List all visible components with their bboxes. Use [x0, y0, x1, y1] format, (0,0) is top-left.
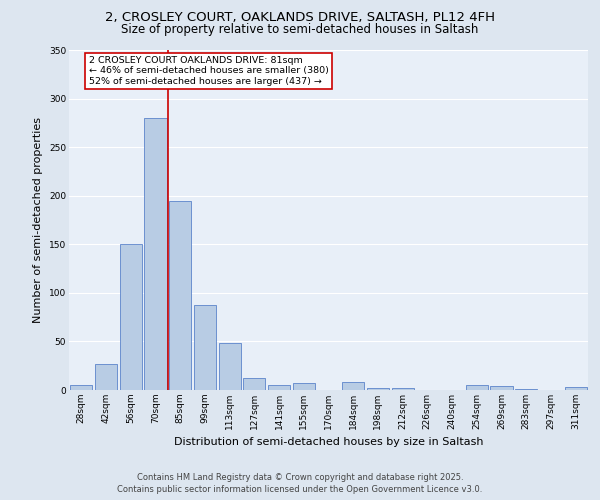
- Bar: [268, 385, 290, 390]
- Bar: [119, 244, 142, 390]
- X-axis label: Distribution of semi-detached houses by size in Saltash: Distribution of semi-detached houses by …: [174, 438, 483, 448]
- Bar: [392, 388, 414, 390]
- Bar: [218, 344, 241, 390]
- Text: 2, CROSLEY COURT, OAKLANDS DRIVE, SALTASH, PL12 4FH: 2, CROSLEY COURT, OAKLANDS DRIVE, SALTAS…: [105, 11, 495, 24]
- Bar: [95, 364, 117, 390]
- Bar: [70, 385, 92, 390]
- Bar: [466, 385, 488, 390]
- Bar: [367, 388, 389, 390]
- Text: Size of property relative to semi-detached houses in Saltash: Size of property relative to semi-detach…: [121, 22, 479, 36]
- Bar: [293, 383, 315, 390]
- Bar: [565, 387, 587, 390]
- Bar: [515, 389, 538, 390]
- Bar: [342, 382, 364, 390]
- Text: Contains HM Land Registry data © Crown copyright and database right 2025.
Contai: Contains HM Land Registry data © Crown c…: [118, 472, 482, 494]
- Bar: [490, 386, 512, 390]
- Bar: [194, 306, 216, 390]
- Text: 2 CROSLEY COURT OAKLANDS DRIVE: 81sqm
← 46% of semi-detached houses are smaller : 2 CROSLEY COURT OAKLANDS DRIVE: 81sqm ← …: [89, 56, 329, 86]
- Y-axis label: Number of semi-detached properties: Number of semi-detached properties: [34, 117, 43, 323]
- Bar: [243, 378, 265, 390]
- Bar: [145, 118, 167, 390]
- Bar: [169, 200, 191, 390]
